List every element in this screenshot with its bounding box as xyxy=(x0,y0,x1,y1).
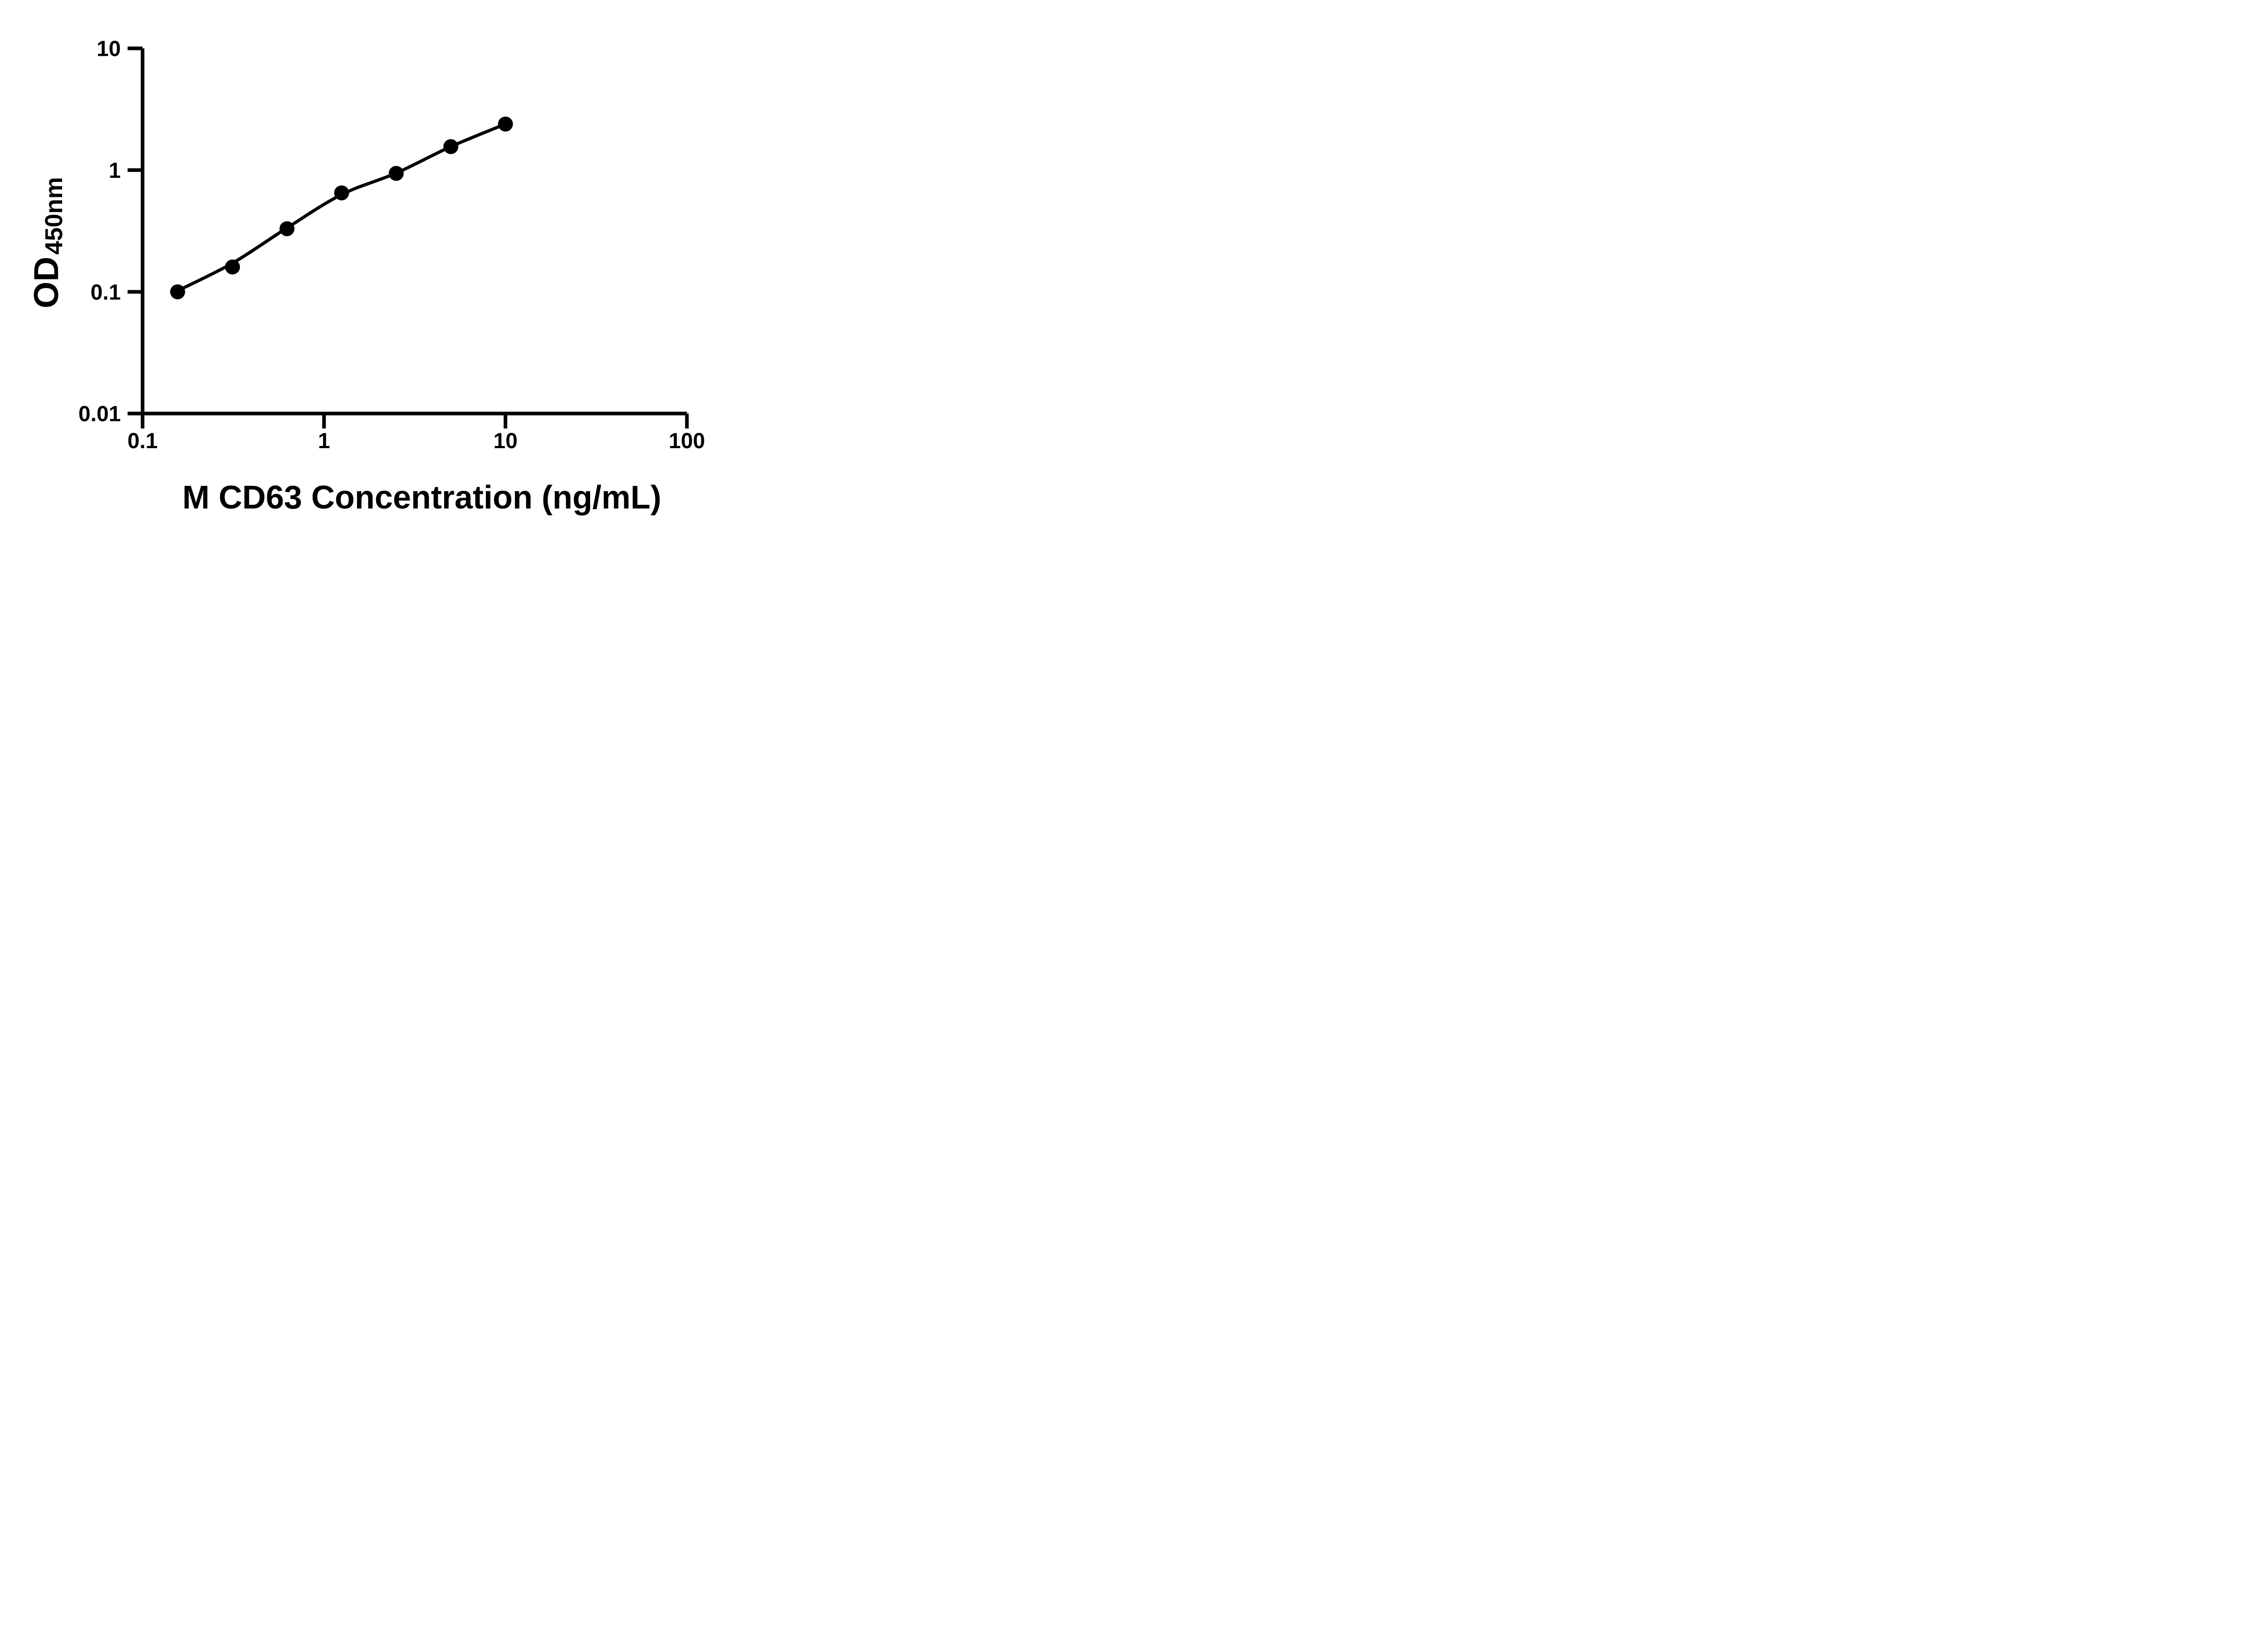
axis-ticks xyxy=(127,46,689,429)
y-axis-title-main: OD xyxy=(27,257,66,308)
data-point xyxy=(443,139,459,154)
y-tick-label: 0.1 xyxy=(91,280,121,304)
x-tick-label: 1 xyxy=(318,429,330,453)
data-point xyxy=(498,116,513,132)
data-points-group xyxy=(170,116,513,299)
x-tick-label: 100 xyxy=(669,429,705,453)
y-tick-label: 10 xyxy=(97,37,121,61)
elisa-standard-curve-figure: 10 1 0.1 0.01 0.1 1 10 100 M CD63 Concentration… xyxy=(0,0,770,544)
axes xyxy=(141,48,687,416)
x-tick-label: 10 xyxy=(494,429,518,453)
data-point xyxy=(334,185,349,200)
data-point xyxy=(389,166,404,181)
y-axis-title-subscript: 450nm xyxy=(40,177,68,254)
x-tick-label: 0.1 xyxy=(127,429,158,453)
data-point xyxy=(225,259,240,275)
y-tick-label: 1 xyxy=(109,159,121,183)
y-axis-title: OD 450nm xyxy=(27,177,68,308)
x-axis-title: M CD63 Concentration (ng/mL) xyxy=(182,479,661,516)
data-point xyxy=(170,284,186,299)
y-tick-label: 0.01 xyxy=(78,402,121,426)
data-point xyxy=(279,221,295,236)
